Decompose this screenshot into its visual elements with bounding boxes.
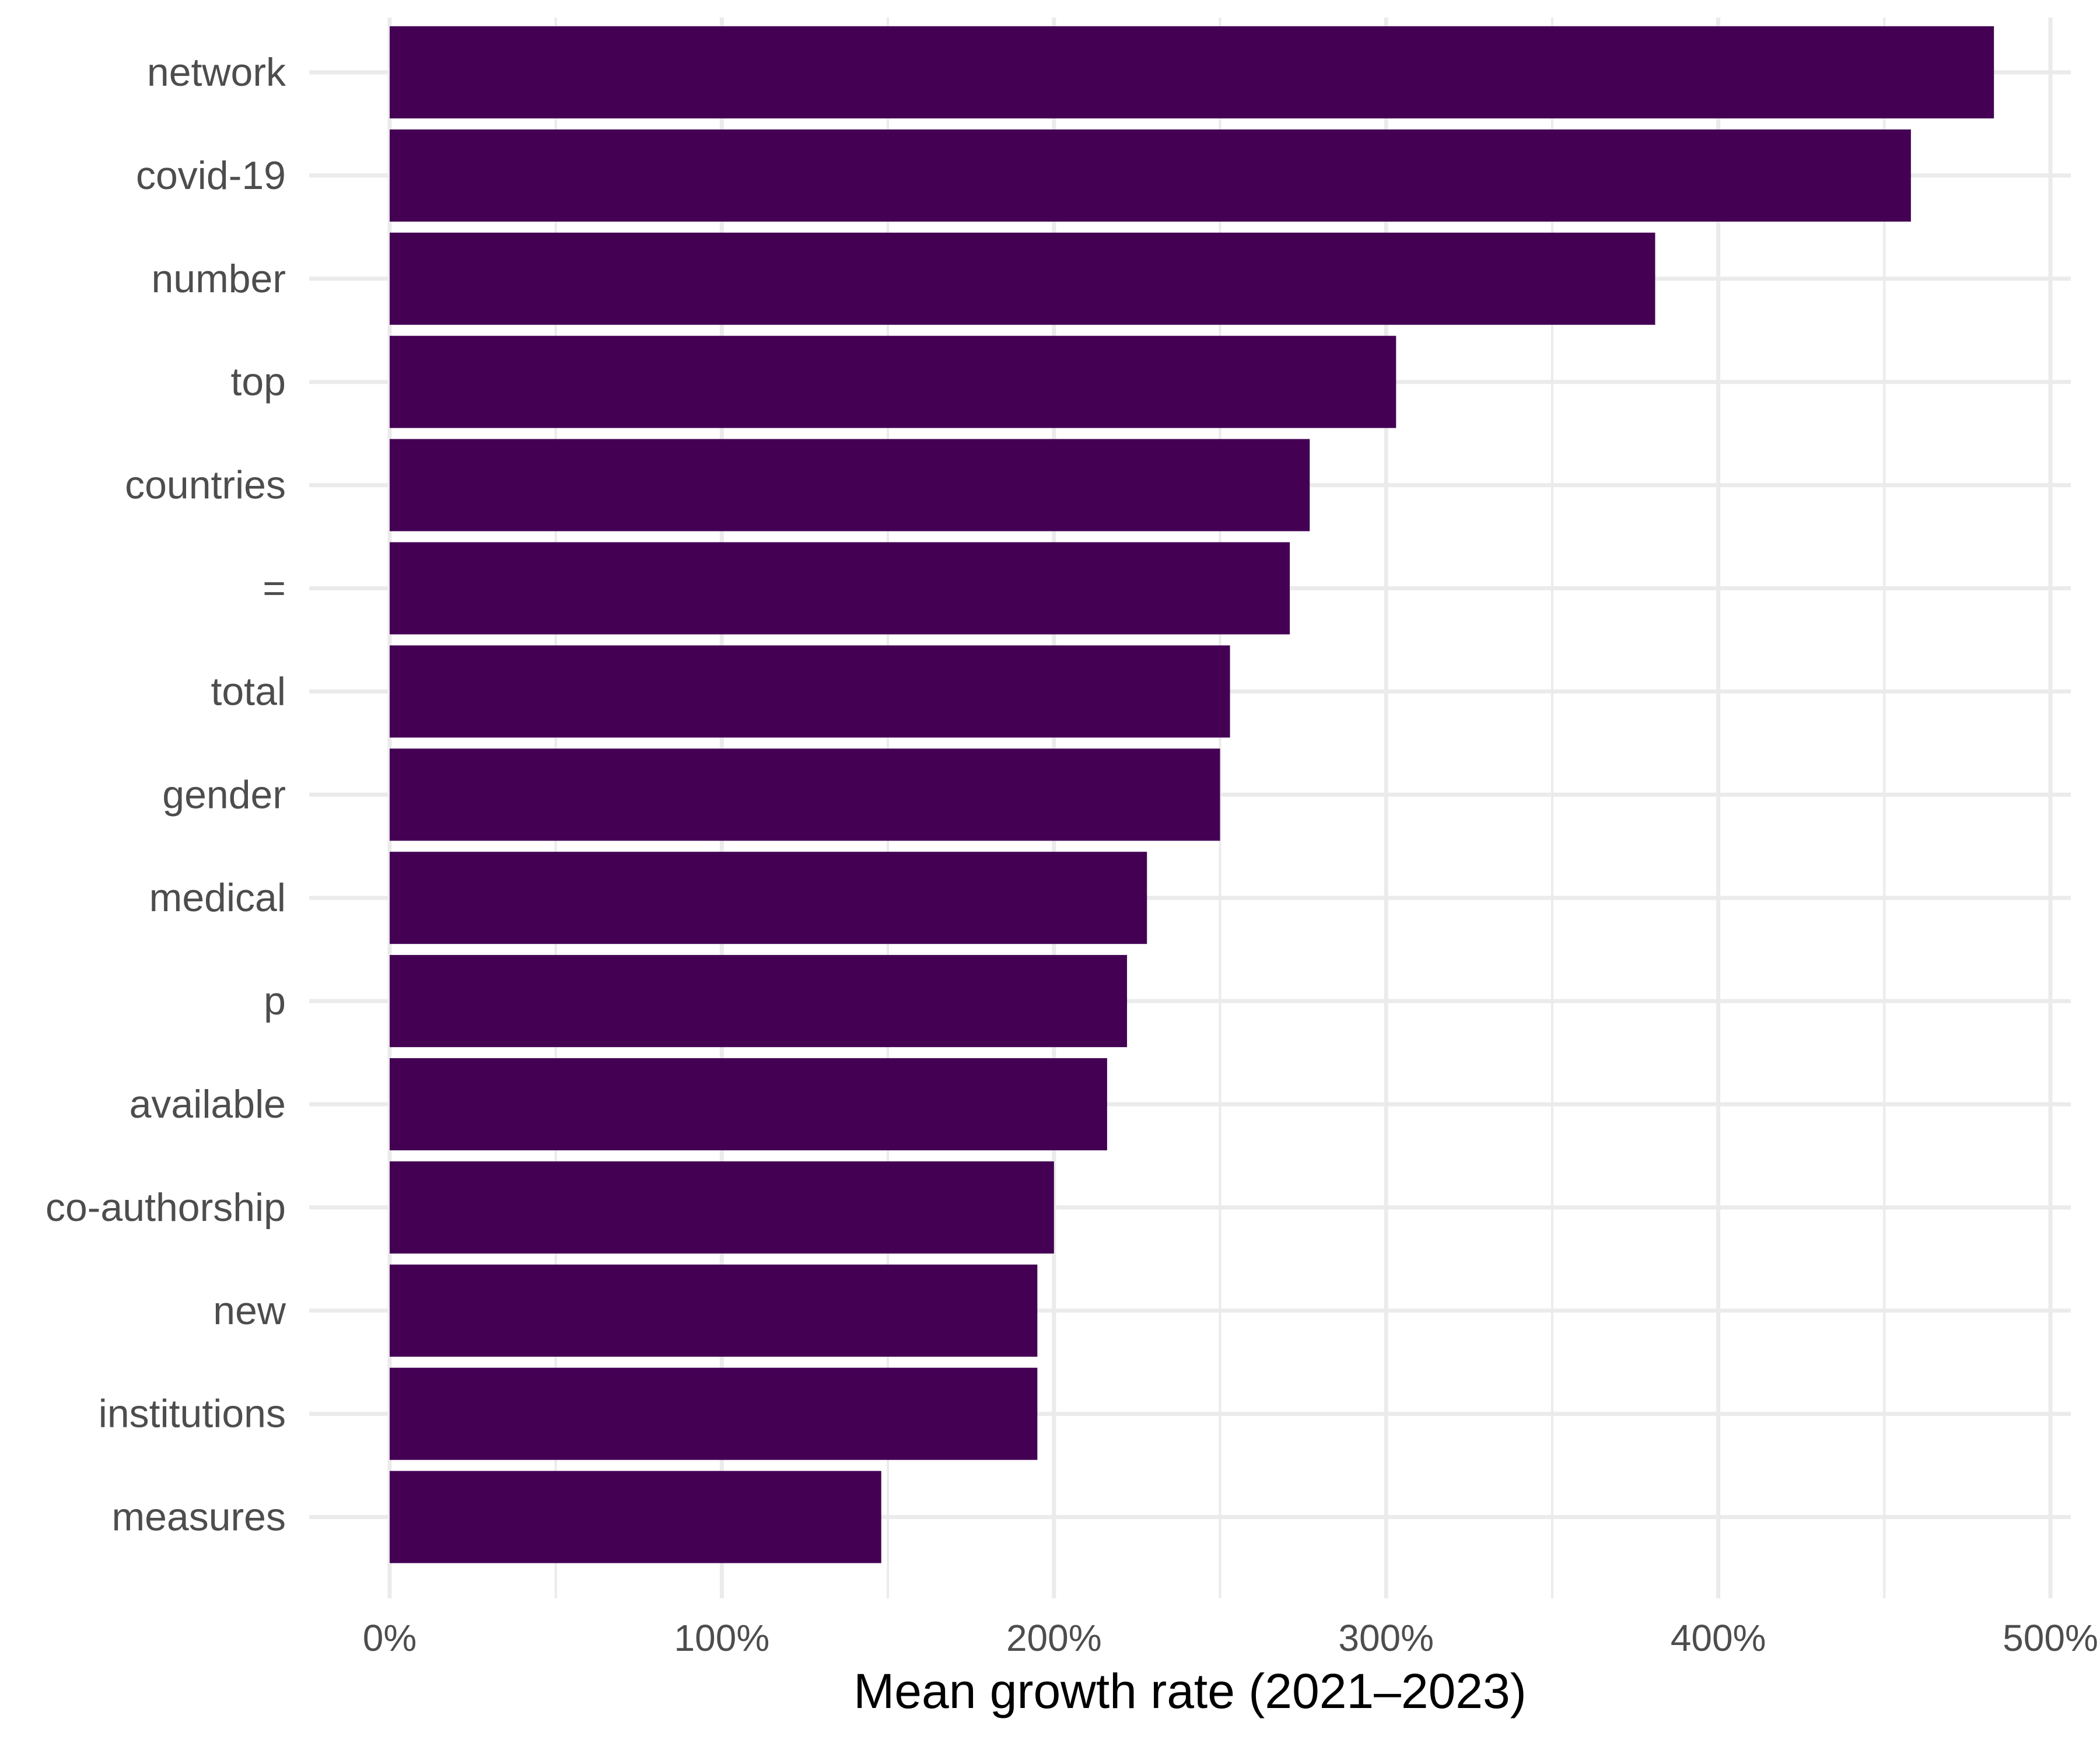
x-tick-label: 300% — [1338, 1617, 1434, 1659]
x-axis-title: Mean growth rate (2021–2023) — [853, 1664, 1526, 1718]
x-tick-label: 400% — [1671, 1617, 1766, 1659]
y-tick-label: = — [262, 566, 286, 611]
y-tick-label: network — [147, 50, 286, 94]
bar-p — [390, 955, 1128, 1048]
y-tick-label: countries — [125, 463, 286, 508]
bars — [390, 26, 1994, 1563]
x-tick-label: 500% — [2003, 1617, 2098, 1659]
x-tick-label: 0% — [363, 1617, 417, 1659]
bar-medical — [390, 852, 1147, 944]
x-tick-label: 100% — [674, 1617, 770, 1659]
bar-countries — [390, 439, 1310, 531]
y-tick-label: gender — [162, 772, 286, 817]
x-axis-tick-labels: 0% 100% 200% 300% 400% 500% — [363, 1617, 2098, 1659]
bar-measures — [390, 1471, 881, 1563]
y-tick-label: new — [213, 1289, 286, 1333]
y-tick-label: medical — [149, 876, 286, 920]
bar-gender — [390, 748, 1220, 841]
bar-total — [390, 645, 1230, 738]
y-tick-label: p — [264, 979, 286, 1023]
y-axis-tick-labels: network covid-19 number top countries = total g… — [46, 50, 286, 1539]
bar-co-authorship — [390, 1161, 1054, 1254]
y-tick-label: measures — [111, 1495, 286, 1539]
y-tick-label: covid-19 — [136, 153, 286, 198]
y-tick-label: institutions — [99, 1392, 286, 1436]
bar-new — [390, 1264, 1038, 1357]
y-tick-label: number — [151, 257, 286, 301]
y-tick-label: total — [211, 669, 286, 713]
y-tick-label: top — [230, 360, 286, 404]
bar- — [390, 542, 1290, 635]
bar-available — [390, 1058, 1107, 1150]
bar-number — [390, 232, 1656, 325]
y-tick-label: co-authorship — [46, 1185, 286, 1230]
bar-institutions — [390, 1367, 1038, 1460]
bar-top — [390, 335, 1396, 428]
bar-covid-19 — [390, 129, 1911, 222]
y-tick-label: available — [130, 1082, 286, 1126]
x-tick-label: 200% — [1006, 1617, 1102, 1659]
bar-network — [390, 26, 1994, 118]
